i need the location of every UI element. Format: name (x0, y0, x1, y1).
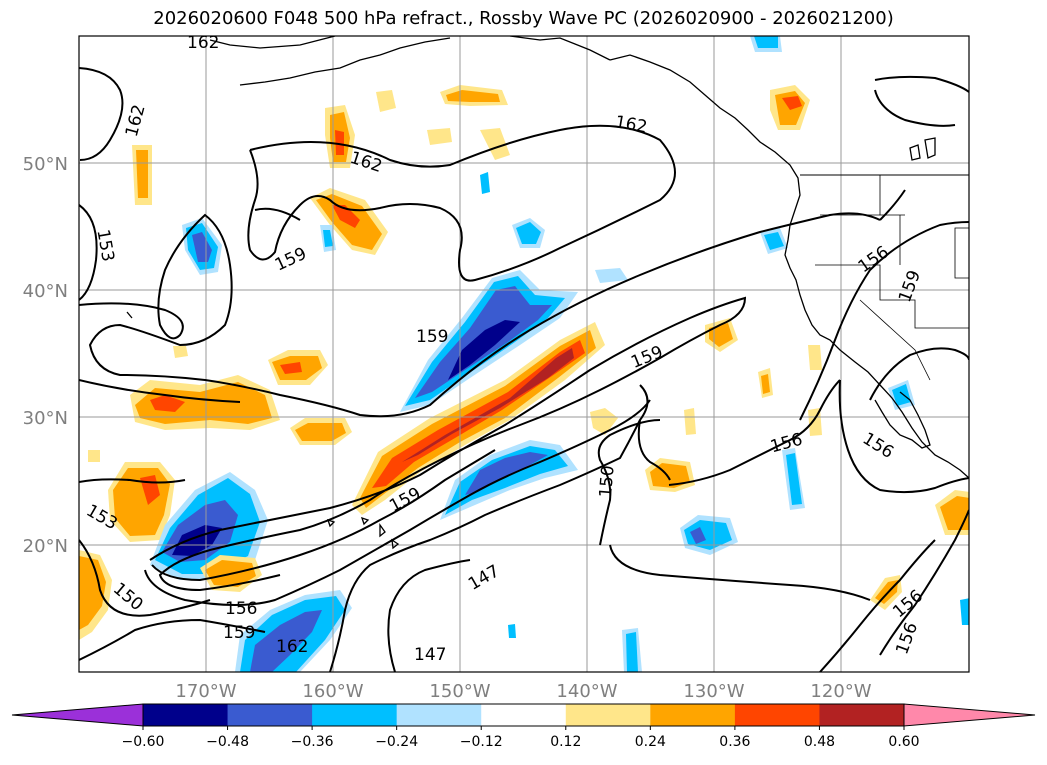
contour-label: 159 (223, 623, 255, 643)
negative-small-9c (892, 384, 911, 406)
map-title: 2026020600 F048 500 hPa refract., Rossby… (153, 8, 894, 29)
lat-tick-label: 20°N (23, 536, 68, 557)
colorbar-segment (734, 704, 820, 726)
colorbar-tick-label: −0.12 (460, 734, 503, 750)
colorbar-tick-label: −0.48 (206, 734, 249, 750)
lon-tick-label: 140°W (556, 681, 617, 702)
colorbar-tick-label: −0.24 (375, 734, 418, 750)
negative-small-1b (192, 232, 212, 262)
positive-small-15 (173, 346, 188, 358)
positive-small-5o (940, 496, 969, 530)
positive-small-4o (709, 323, 733, 347)
colorbar-tick-label: −0.60 (122, 734, 165, 750)
positive-band-red (372, 340, 585, 488)
positive-small-7 (590, 408, 618, 435)
lon-tick-label: 170°W (175, 681, 236, 702)
colorbar-segment (481, 704, 567, 726)
negative-small-3b (690, 527, 706, 544)
positive-n3-orange (136, 150, 148, 198)
positive-small-8o (761, 374, 770, 394)
negative-small-6c (754, 36, 778, 48)
colorbar-extend-min (11, 703, 144, 727)
positive-band-darkred (402, 348, 574, 462)
negative-small-11 (480, 172, 490, 194)
positive-ne-red (782, 96, 802, 110)
colorbar-segment (650, 704, 736, 726)
negative-small-12 (508, 624, 516, 638)
longitude-tick-labels: 170°W 160°W 150°W 140°W 130°W 120°W (175, 681, 871, 702)
positive-corner-orange (79, 556, 106, 630)
negative-small-10c (323, 230, 333, 247)
lon-tick-label: 130°W (683, 681, 744, 702)
negative-band-navy (448, 320, 520, 380)
contour-label: 162 (187, 33, 219, 53)
positive-small-12 (427, 128, 452, 145)
colorbar-tick-label: 0.12 (550, 734, 581, 750)
positive-west-orange (135, 382, 272, 424)
gridlines (79, 36, 969, 672)
negative-small-4c (786, 453, 802, 505)
colorbar-tick-label: −0.36 (291, 734, 334, 750)
lat-tick-label: 40°N (23, 281, 68, 302)
positive-n1-red (335, 130, 344, 155)
contour-label: 162 (276, 637, 308, 657)
lon-tick-label: 150°W (429, 681, 490, 702)
contour-label: 156 (225, 599, 257, 619)
positive-west-red (150, 395, 185, 412)
contour-label: 147 (414, 645, 446, 665)
negative-south-blue (250, 610, 322, 672)
positive-small-10 (808, 345, 822, 370)
colorbar-tick-label: 0.60 (888, 734, 919, 750)
colorbar-segment (312, 704, 398, 726)
plot-frame (78, 35, 970, 673)
latitude-tick-labels: 50°N 40°N 30°N 20°N (23, 154, 68, 557)
lon-tick-label: 120°W (810, 681, 871, 702)
negative-small-5c (626, 632, 638, 672)
colorbar-tick-label: 0.36 (719, 734, 750, 750)
colorbar-extend-max (903, 703, 1036, 727)
positive-small-6o (875, 580, 898, 604)
colorbar-tick-label: 0.48 (804, 734, 835, 750)
colorbar-segment (227, 704, 313, 726)
positive-small-11 (376, 90, 396, 112)
colorbar-tick-label: 0.24 (635, 734, 666, 750)
negative-small-2c (516, 222, 541, 244)
positive-small-1r (280, 362, 302, 374)
contour-label: 150 (596, 465, 619, 499)
positive-small-13 (480, 128, 510, 160)
colorbar-segment (819, 704, 905, 726)
coastlines (126, 36, 969, 550)
lon-tick-label: 160°W (302, 681, 363, 702)
positive-small-9 (808, 408, 822, 436)
positive-small-16 (88, 450, 100, 462)
colorbar-segment (396, 704, 482, 726)
lat-tick-label: 30°N (23, 408, 68, 429)
negative-small-8c (764, 232, 784, 250)
lat-tick-label: 50°N (23, 154, 68, 175)
height-contours (79, 67, 969, 672)
colorbar-segment (143, 704, 229, 726)
negative-small-7 (595, 268, 628, 283)
colorbar-segment (565, 704, 651, 726)
negative-lower-blue (465, 452, 548, 495)
colorbar: −0.60 −0.48 −0.36 −0.24 −0.12 0.12 0.24 0.36 0.4… (11, 703, 1036, 750)
positive-n2-red (332, 205, 360, 228)
negative-small-13 (960, 598, 969, 625)
positive-small-14 (684, 408, 696, 435)
contour-label: 159 (416, 327, 448, 347)
colorbar-frame (142, 703, 905, 727)
